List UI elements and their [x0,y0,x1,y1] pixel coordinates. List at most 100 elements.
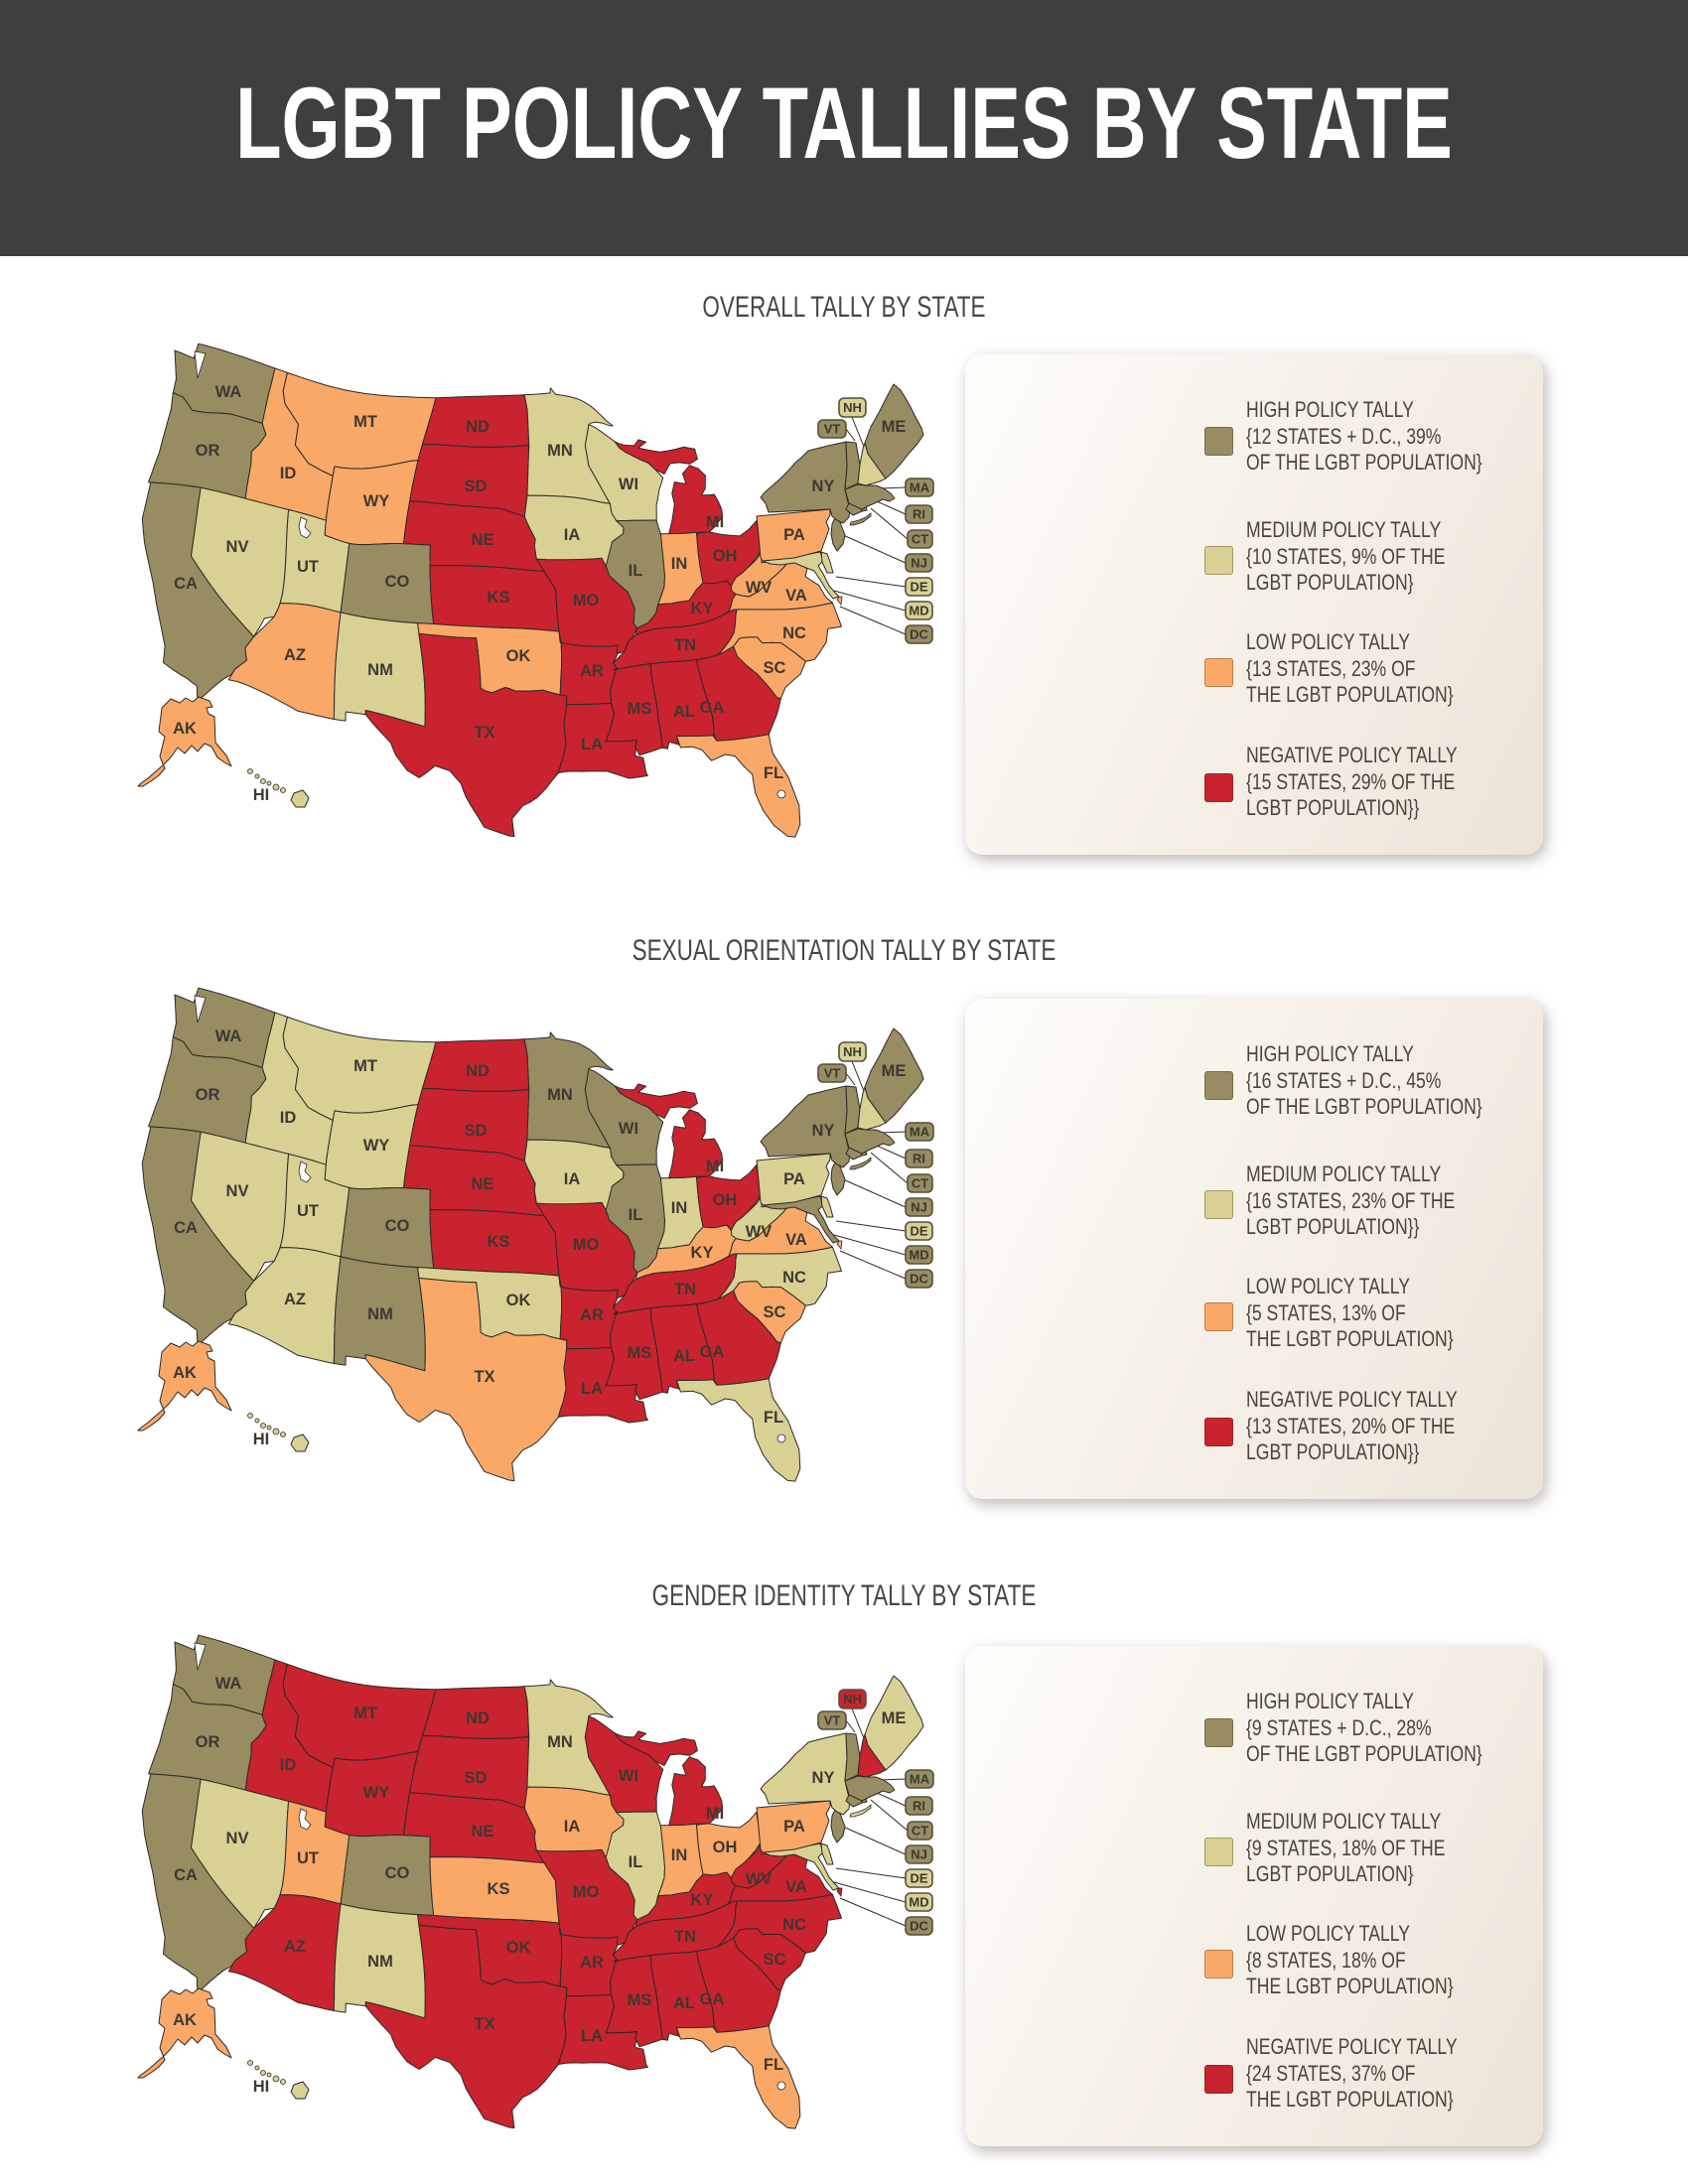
svg-text:MS: MS [628,700,652,718]
svg-text:OH: OH [713,547,738,565]
svg-text:SD: SD [465,1769,488,1787]
svg-text:RI: RI [913,507,925,522]
svg-text:OK: OK [506,1292,531,1309]
svg-text:PA: PA [783,1818,805,1836]
svg-text:WY: WY [363,1137,390,1155]
svg-text:MN: MN [547,1086,573,1104]
svg-text:NV: NV [226,538,249,556]
svg-text:NJ: NJ [911,1200,927,1215]
svg-text:MS: MS [628,1991,652,2009]
svg-text:MT: MT [353,413,377,431]
svg-text:ID: ID [280,1756,297,1774]
svg-text:HI: HI [253,1431,270,1448]
svg-text:DC: DC [910,627,928,642]
svg-text:FL: FL [764,764,783,782]
svg-text:ME: ME [882,418,907,436]
svg-text:IL: IL [629,562,643,580]
svg-text:OK: OK [506,1939,531,1957]
svg-text:CO: CO [385,573,410,591]
svg-text:AZ: AZ [284,1291,306,1308]
svg-text:PA: PA [783,1170,805,1188]
svg-text:SD: SD [465,1122,488,1140]
svg-text:OH: OH [713,1839,738,1856]
svg-text:NV: NV [226,1830,249,1847]
svg-text:VA: VA [785,1231,807,1249]
svg-text:MT: MT [353,1705,377,1722]
svg-text:MS: MS [628,1344,652,1362]
svg-text:KS: KS [488,589,510,607]
svg-text:NC: NC [782,1269,806,1287]
svg-text:MN: MN [547,442,573,460]
svg-text:VT: VT [824,422,841,437]
svg-text:MT: MT [353,1057,377,1075]
svg-text:MA: MA [910,1772,930,1787]
svg-text:OR: OR [196,1086,220,1104]
svg-text:WY: WY [363,492,390,510]
svg-text:NY: NY [812,1122,835,1140]
svg-text:CA: CA [174,575,198,593]
svg-text:MD: MD [909,1248,928,1263]
svg-text:AL: AL [673,1347,695,1365]
svg-text:NH: NH [843,1044,862,1059]
svg-text:RI: RI [913,1152,925,1166]
svg-text:NV: NV [226,1182,249,1200]
svg-text:WI: WI [619,1120,638,1138]
svg-text:ND: ND [466,1709,490,1727]
svg-text:DE: DE [910,1224,927,1239]
svg-text:NE: NE [472,1823,494,1841]
svg-text:MI: MI [706,513,724,531]
svg-text:FL: FL [764,2056,783,2074]
svg-text:VT: VT [824,1713,841,1728]
svg-text:MO: MO [573,592,600,610]
svg-text:CT: CT [912,1176,928,1191]
svg-text:NC: NC [782,1916,806,1934]
svg-text:TN: TN [674,636,696,654]
svg-text:KS: KS [488,1233,510,1251]
svg-text:NE: NE [472,1175,494,1193]
svg-text:ND: ND [466,1062,490,1080]
svg-text:UT: UT [297,1849,319,1867]
svg-text:AK: AK [173,2011,197,2029]
svg-text:IL: IL [629,1206,643,1224]
svg-text:HI: HI [253,2078,270,2096]
svg-text:WI: WI [619,1767,638,1785]
svg-text:SC: SC [764,1303,786,1321]
svg-text:SC: SC [764,1951,786,1969]
svg-text:IN: IN [671,555,688,573]
svg-text:TX: TX [474,1368,494,1386]
svg-text:CA: CA [174,1866,198,1884]
svg-text:NC: NC [782,624,806,642]
svg-text:GA: GA [700,1343,725,1361]
svg-text:UT: UT [297,558,319,576]
svg-text:AZ: AZ [284,1938,306,1956]
svg-text:UT: UT [297,1202,319,1220]
svg-text:IA: IA [564,1818,581,1836]
svg-text:AK: AK [173,1364,197,1382]
svg-text:FL: FL [764,1409,783,1427]
svg-text:MO: MO [573,1236,600,1254]
svg-text:AR: AR [580,1306,604,1324]
svg-text:NM: NM [367,1953,393,1971]
svg-text:CA: CA [174,1219,198,1237]
svg-text:KY: KY [691,1244,714,1262]
svg-text:WV: WV [746,579,773,597]
svg-text:CO: CO [385,1217,410,1235]
svg-text:IN: IN [671,1846,688,1864]
svg-text:AZ: AZ [284,646,306,664]
svg-text:GA: GA [700,699,725,717]
svg-text:WY: WY [363,1784,390,1802]
svg-text:TX: TX [474,724,494,742]
svg-text:NY: NY [812,478,835,495]
svg-text:AL: AL [673,1994,695,2012]
svg-text:DC: DC [910,1919,928,1934]
svg-text:AR: AR [580,1954,604,1972]
svg-text:SC: SC [764,659,786,677]
svg-text:NH: NH [843,400,862,415]
svg-text:DE: DE [910,580,927,595]
svg-text:IA: IA [564,526,581,544]
svg-text:MA: MA [910,480,930,495]
svg-text:KS: KS [488,1880,510,1898]
svg-text:OH: OH [713,1191,738,1209]
svg-text:MI: MI [706,1805,724,1823]
svg-text:IL: IL [629,1853,643,1871]
